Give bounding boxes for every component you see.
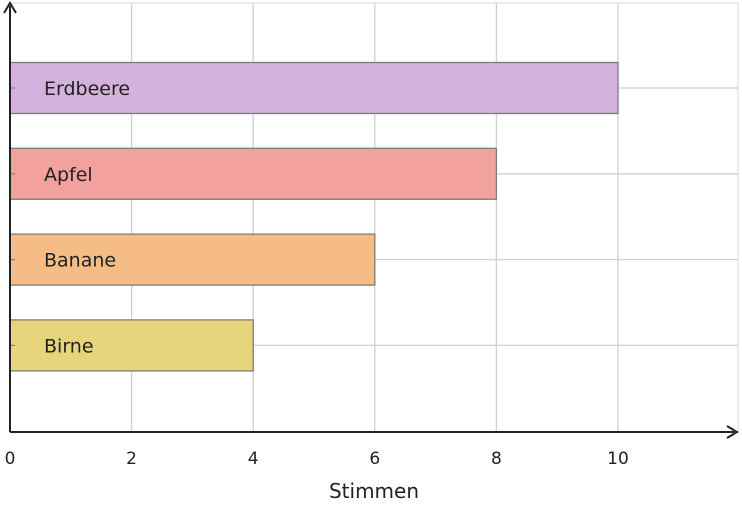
x-tick-label: 2 [126, 449, 137, 469]
bar-label: Birne [44, 335, 94, 357]
bar [9, 233, 376, 286]
x-axis-arrow-icon [726, 425, 739, 439]
y-axis-arrow-icon [3, 1, 17, 14]
bar [9, 319, 254, 372]
x-axis-title: Stimmen [329, 479, 419, 503]
bar-label: Apfel [44, 164, 93, 186]
bar [9, 147, 498, 200]
axes [3, 1, 739, 439]
x-tick-labels: 0 2 4 6 8 10 [5, 449, 629, 469]
bars: Erdbeere Apfel Banane Birne [9, 61, 619, 372]
x-tick-label: 4 [248, 449, 259, 469]
x-tick-label: 10 [607, 449, 629, 469]
x-tick-label: 0 [5, 449, 16, 469]
x-tick-label: 8 [491, 449, 502, 469]
bar-label: Erdbeere [44, 78, 130, 100]
x-tick-label: 6 [369, 449, 380, 469]
bar-label: Banane [44, 250, 116, 272]
